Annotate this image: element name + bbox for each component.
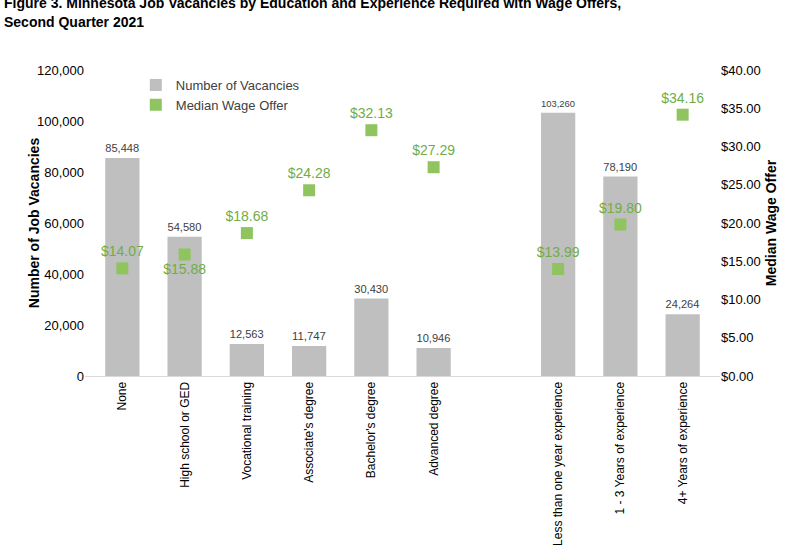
svg-text:Vocational training: Vocational training bbox=[240, 382, 254, 480]
svg-text:Advanced degree: Advanced degree bbox=[427, 381, 441, 475]
svg-text:$15.00: $15.00 bbox=[721, 254, 761, 269]
svg-text:24,264: 24,264 bbox=[666, 298, 700, 310]
svg-text:30,430: 30,430 bbox=[354, 283, 388, 295]
svg-text:$27.29: $27.29 bbox=[412, 142, 455, 158]
svg-text:80,000: 80,000 bbox=[44, 165, 84, 180]
svg-text:10,946: 10,946 bbox=[417, 332, 451, 344]
svg-text:103,260: 103,260 bbox=[541, 98, 575, 109]
svg-text:$32.13: $32.13 bbox=[350, 105, 393, 121]
svg-text:$30.00: $30.00 bbox=[721, 139, 761, 154]
svg-text:Number of Job Vacancies: Number of Job Vacancies bbox=[26, 138, 42, 309]
svg-text:Figure 3. Minnesota Job Vacanc: Figure 3. Minnesota Job Vacancies by Edu… bbox=[4, 0, 621, 30]
svg-text:Median Wage Offer: Median Wage Offer bbox=[176, 98, 289, 113]
svg-text:Less than one year experience: Less than one year experience bbox=[551, 381, 565, 545]
svg-text:$5.00: $5.00 bbox=[721, 330, 754, 345]
svg-text:78,190: 78,190 bbox=[603, 161, 637, 173]
svg-text:Median Wage Offer: Median Wage Offer bbox=[763, 159, 779, 286]
svg-text:$15.88: $15.88 bbox=[163, 261, 206, 277]
svg-text:54,580: 54,580 bbox=[168, 221, 202, 233]
svg-text:12,563: 12,563 bbox=[230, 328, 264, 340]
svg-text:100,000: 100,000 bbox=[37, 114, 84, 129]
svg-text:$13.99: $13.99 bbox=[537, 244, 580, 260]
svg-text:$25.00: $25.00 bbox=[721, 177, 761, 192]
svg-text:$24.28: $24.28 bbox=[288, 165, 331, 181]
svg-text:1 - 3 Years of experience: 1 - 3 Years of experience bbox=[613, 381, 627, 514]
svg-text:11,747: 11,747 bbox=[292, 330, 326, 342]
svg-text:Number of Vacancies: Number of Vacancies bbox=[176, 78, 300, 93]
svg-text:$35.00: $35.00 bbox=[721, 101, 761, 116]
svg-text:Bachelor's degree: Bachelor's degree bbox=[364, 381, 378, 478]
svg-text:120,000: 120,000 bbox=[37, 63, 84, 78]
svg-text:$34.16: $34.16 bbox=[661, 90, 704, 106]
svg-text:None: None bbox=[115, 381, 129, 410]
svg-text:60,000: 60,000 bbox=[44, 216, 84, 231]
svg-text:$40.00: $40.00 bbox=[721, 63, 761, 78]
svg-text:40,000: 40,000 bbox=[44, 267, 84, 282]
svg-text:$19.80: $19.80 bbox=[599, 200, 642, 216]
svg-text:High school or GED: High school or GED bbox=[178, 381, 192, 487]
svg-text:85,448: 85,448 bbox=[105, 142, 139, 154]
svg-text:4+ Years of experience: 4+ Years of experience bbox=[676, 381, 690, 504]
svg-text:20,000: 20,000 bbox=[44, 318, 84, 333]
svg-text:$0.00: $0.00 bbox=[721, 369, 754, 384]
svg-text:$20.00: $20.00 bbox=[721, 216, 761, 231]
svg-text:Associate's degree: Associate's degree bbox=[302, 381, 316, 482]
svg-text:0: 0 bbox=[77, 369, 84, 384]
svg-text:$14.07: $14.07 bbox=[101, 243, 144, 259]
svg-text:$18.68: $18.68 bbox=[225, 208, 268, 224]
svg-text:$10.00: $10.00 bbox=[721, 292, 761, 307]
